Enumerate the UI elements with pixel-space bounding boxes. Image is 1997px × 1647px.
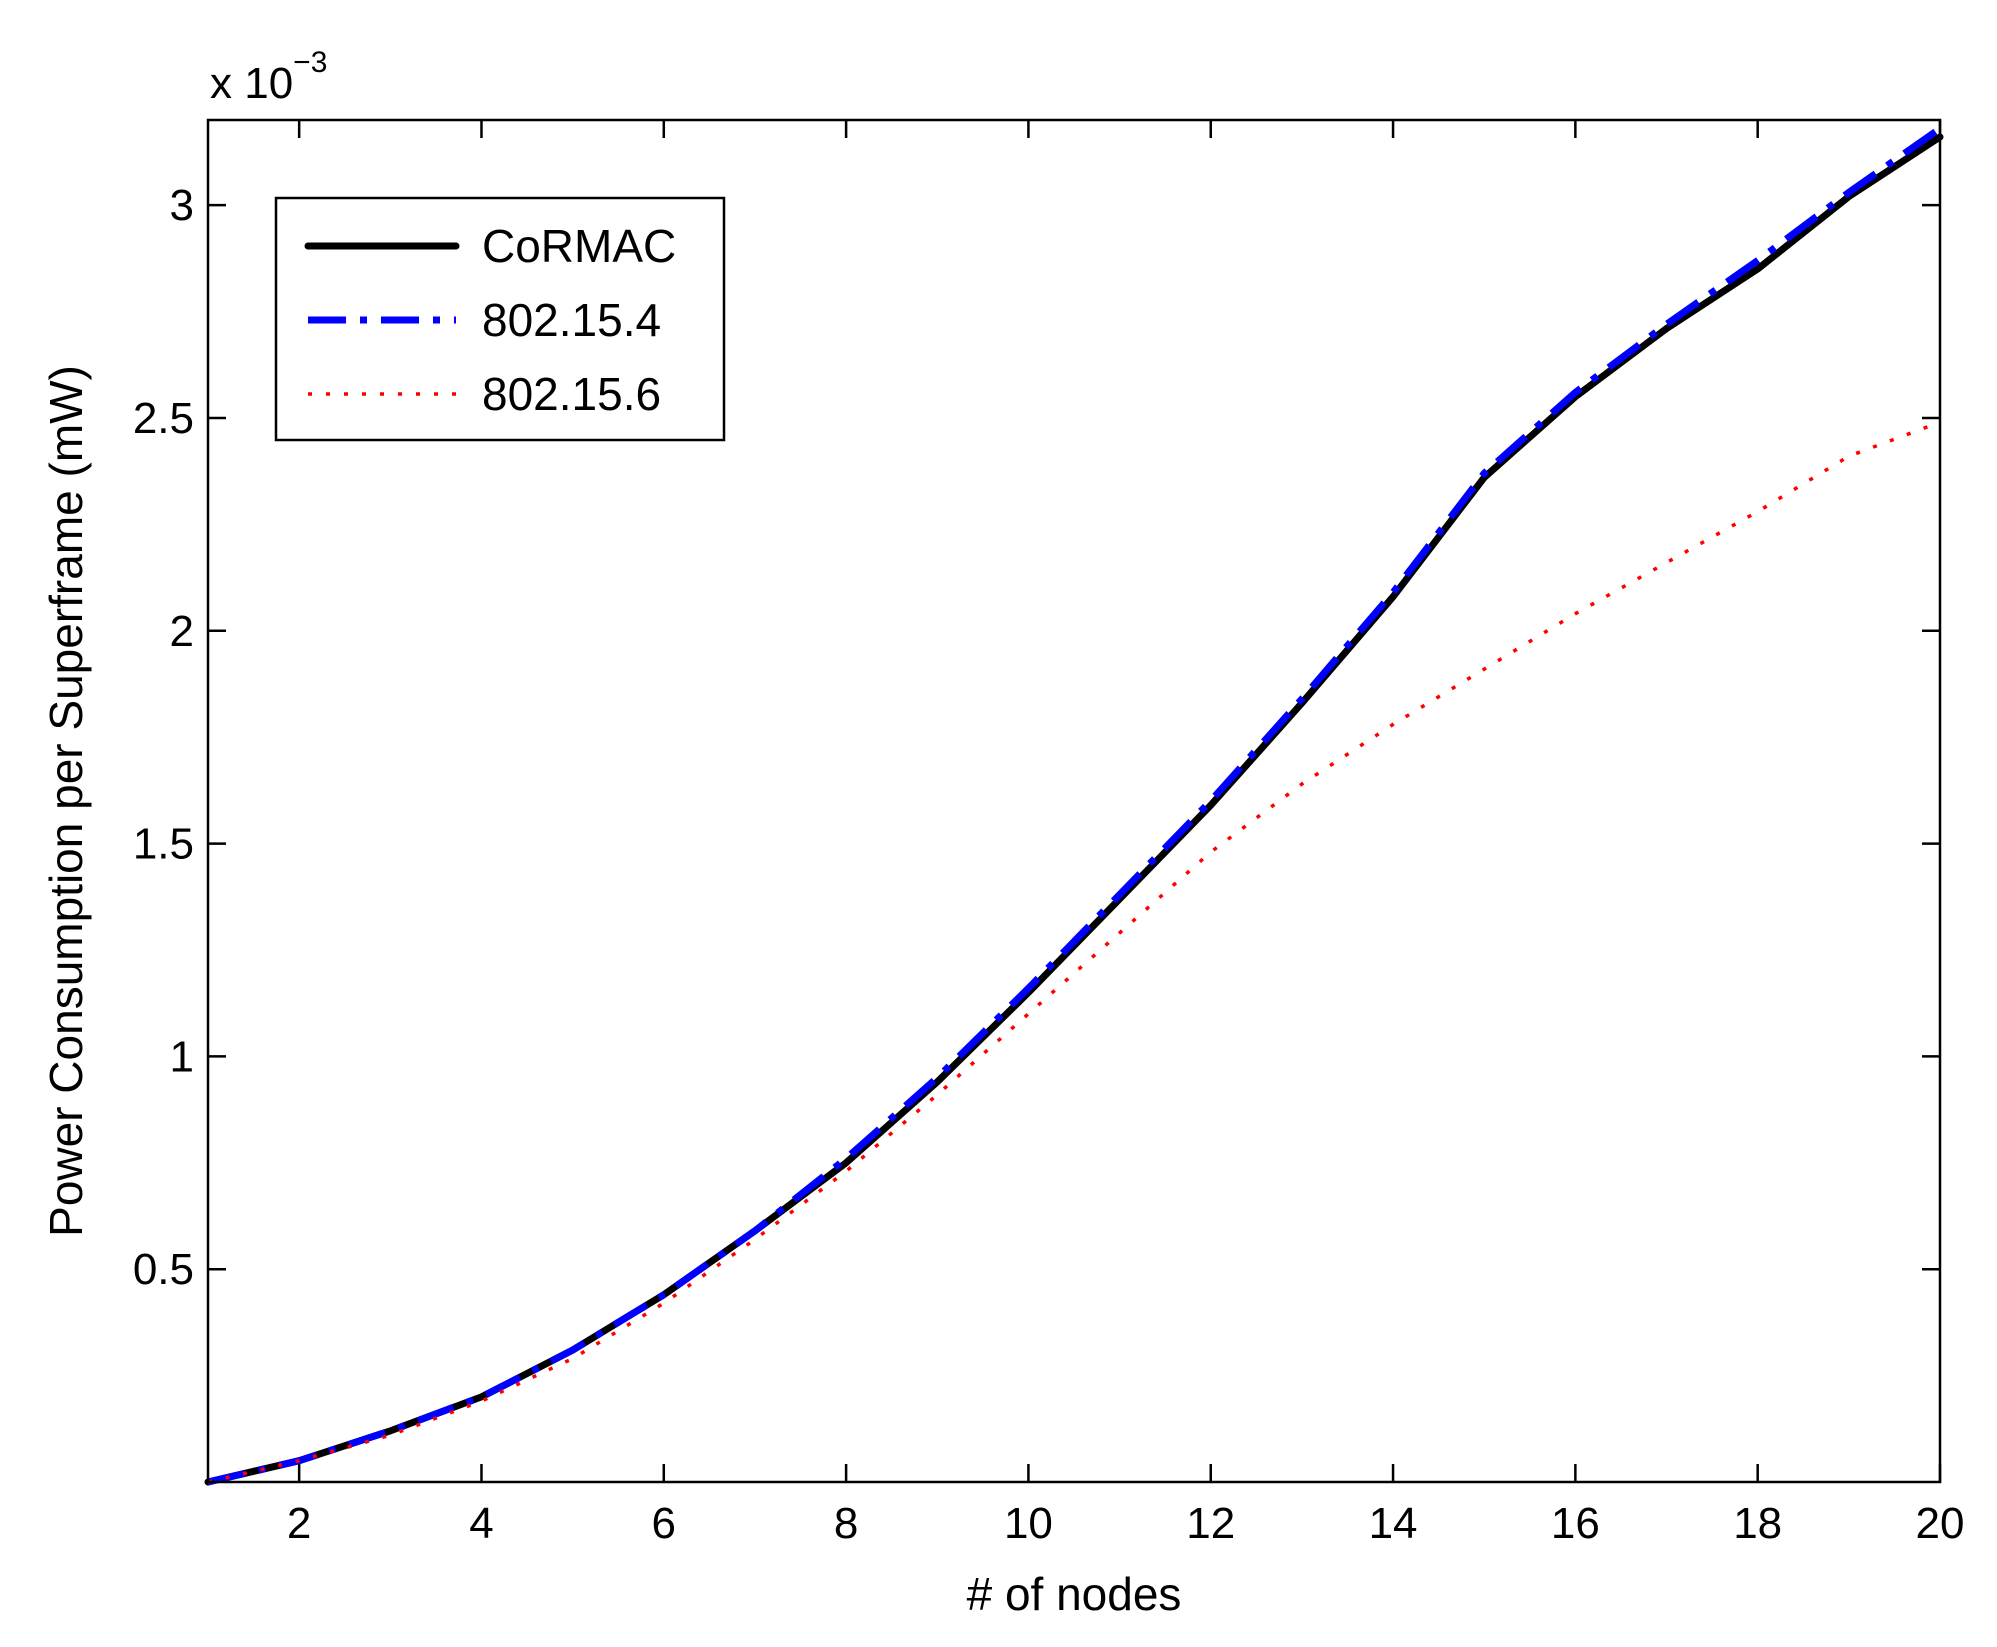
y-axis-multiplier: x 10−3 <box>210 46 327 108</box>
axis-ticks <box>208 120 1942 1482</box>
x-tick-label: 4 <box>469 1499 493 1548</box>
y-tick-label: 1 <box>170 1032 194 1081</box>
x-tick-label: 16 <box>1551 1499 1600 1548</box>
y-axis-multiplier-base: x 10 <box>210 59 293 108</box>
x-axis-label: # of nodes <box>967 1568 1182 1620</box>
y-tick-label: 1.5 <box>133 820 194 869</box>
series-line-802-15-4 <box>207 125 1943 1486</box>
legend-label: 802.15.6 <box>482 368 661 420</box>
y-tick-label: 2 <box>170 607 194 656</box>
legend-box <box>274 196 726 442</box>
y-tick-label: 0.5 <box>133 1245 194 1294</box>
legend-label: 802.15.4 <box>482 294 661 346</box>
x-tick-label: 6 <box>652 1499 676 1548</box>
y-tick-label: 2.5 <box>133 394 194 443</box>
series-layer <box>204 125 1944 1486</box>
x-tick-label: 12 <box>1186 1499 1235 1548</box>
x-tick-label: 14 <box>1369 1499 1418 1548</box>
y-tick-label: 3 <box>170 181 194 230</box>
legend: CoRMAC 802.15.4 802.15.6 <box>274 196 726 442</box>
legend-label: CoRMAC <box>482 220 676 272</box>
axis-tick-labels: 2 4 6 8 10 12 14 16 18 20 0.5 1 1.5 2 2.5 3 <box>133 181 1965 1548</box>
x-tick-label: 20 <box>1916 1499 1965 1548</box>
plot-frame <box>206 118 1942 1484</box>
x-tick-label: 2 <box>287 1499 311 1548</box>
x-tick-label: 10 <box>1004 1499 1053 1548</box>
x-tick-label: 18 <box>1733 1499 1782 1548</box>
y-axis-label: Power Consumption per Superframe (mW) <box>40 365 92 1237</box>
x-tick-label: 8 <box>834 1499 858 1548</box>
y-axis-multiplier-exponent: −3 <box>293 46 327 79</box>
